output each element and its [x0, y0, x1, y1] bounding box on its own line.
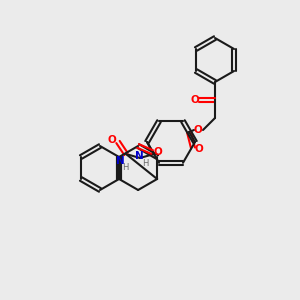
Text: O: O [108, 135, 116, 145]
Text: O: O [194, 125, 202, 135]
Text: H: H [142, 158, 148, 167]
Text: O: O [190, 95, 200, 105]
Text: N: N [116, 156, 124, 166]
Text: H: H [122, 163, 128, 172]
Text: O: O [154, 147, 163, 157]
Text: N: N [135, 151, 143, 161]
Text: O: O [195, 144, 203, 154]
